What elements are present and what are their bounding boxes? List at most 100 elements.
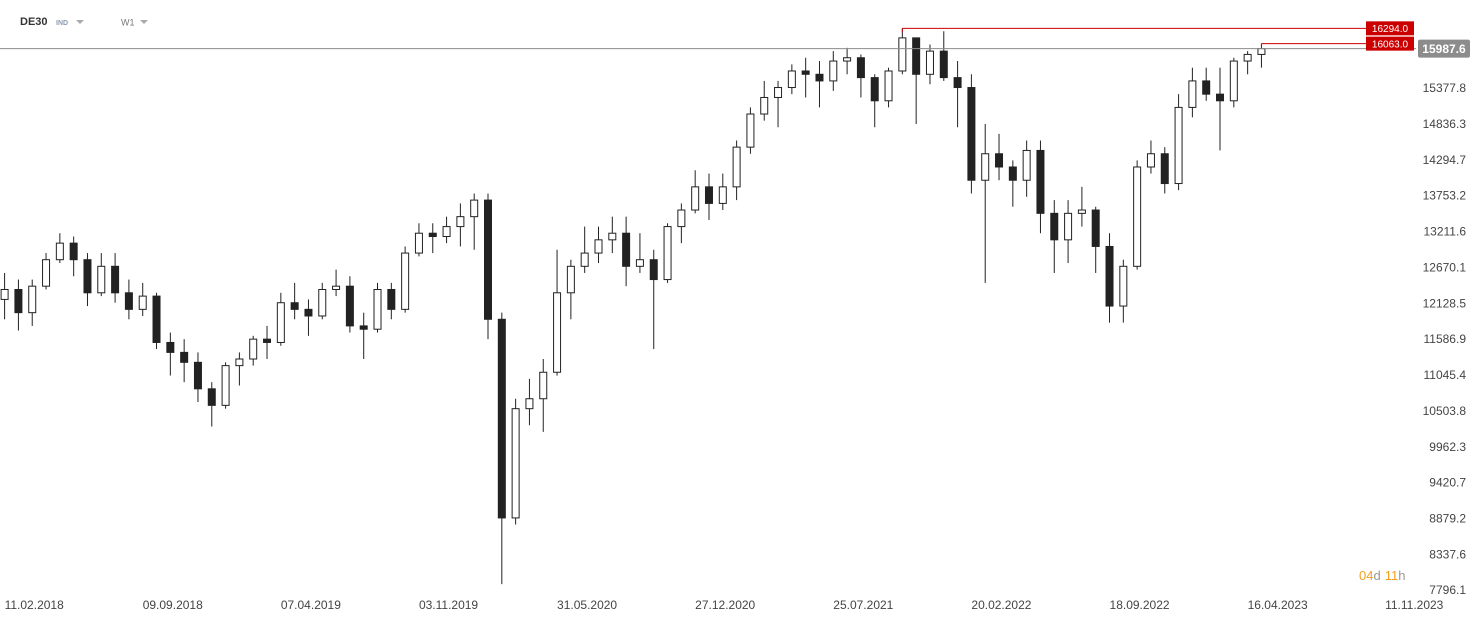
countdown-hours: 11 [1385,568,1399,583]
candle-body [97,265,106,294]
symbol[interactable]: DE30 [20,16,48,28]
y-tick-label: 10503.8 [1423,404,1467,418]
candle-body [525,398,534,410]
candle-body [359,325,368,330]
y-tick-label: 9962.3 [1429,440,1466,454]
y-tick-label: 12128.5 [1423,296,1467,310]
candle-body [774,87,783,98]
candle-body [912,37,921,75]
candle-body [249,338,258,360]
candle-body [318,288,327,317]
candle-body [1064,212,1073,241]
countdown-hours-unit: h [1398,568,1405,583]
candle-body [953,77,962,89]
y-tick-label: 8337.6 [1429,547,1466,561]
candle-body [345,285,354,327]
candle-body [1146,153,1155,168]
price-label-box [1418,39,1470,58]
candle-body [124,292,133,310]
candle-body [746,113,755,148]
candle-body [221,365,230,406]
candle-body [1119,265,1128,307]
x-tick-label: 27.12.2020 [695,598,755,612]
candle-body [497,318,506,519]
candle-body [1133,166,1142,267]
candle-body [276,302,285,343]
candle-body [263,338,272,343]
candle-body [1174,106,1183,185]
candle-body [539,371,548,400]
candle-body [332,285,341,290]
candle-body [1188,80,1197,108]
candle-body [414,232,423,254]
y-tick-label: 11586.9 [1424,332,1467,346]
y-tick-label: 14836.3 [1423,117,1467,131]
symbol-dropdown[interactable] [76,20,84,24]
candle-body [704,186,713,204]
candle-body [83,259,92,294]
candle-body [995,153,1004,168]
countdown: 04d 11h [1359,568,1405,583]
y-tick-label: 14294.7 [1423,153,1467,167]
candle-body [622,232,631,267]
candle-body [166,341,175,353]
instrument-kind: IND [56,20,68,27]
candle-body [787,70,796,89]
candle-body [1243,53,1252,62]
candle-body [732,146,741,188]
candle-body [1036,149,1045,214]
candle-body [1077,209,1086,214]
candle-body [580,252,589,267]
candle-body [856,57,865,79]
candle-body [1257,48,1266,55]
y-tick-label: 11045.4 [1424,368,1467,382]
candle-body [939,50,948,79]
candle-body [1091,209,1100,247]
y-tick-label: 13211.6 [1424,225,1467,239]
candle-body [649,259,658,281]
interval-dropdown[interactable] [140,20,148,24]
candle-body [594,239,603,254]
candle-body [691,186,700,211]
candle-body [1216,93,1225,102]
price-label: 15987.6 [1422,42,1466,56]
x-tick-label: 20.02.2022 [971,598,1031,612]
candle-body [925,50,934,75]
candle-body [635,259,644,267]
level-label-box [1366,36,1414,51]
candle-body [484,199,493,320]
candle-body [373,288,382,330]
candle-body [815,73,824,82]
candle-body [42,259,51,287]
candle-body [898,37,907,72]
candle-body [843,57,852,62]
candle-body [456,216,465,228]
countdown-days-unit: d [1373,568,1380,583]
candle-body [1160,153,1169,185]
level-label: 16063.0 [1372,39,1409,50]
candle-body [884,70,893,102]
candle-body [718,186,727,204]
countdown-days: 04 [1359,568,1373,583]
candle-body [608,232,617,241]
candle-body [829,60,838,82]
x-tick-label: 03.11.2019 [419,598,478,612]
y-tick-label: 7796.1 [1429,583,1466,597]
candle-body [1229,60,1238,102]
candle-body [870,77,879,102]
candle-body [760,96,769,115]
x-tick-label: 11.02.2018 [5,598,64,612]
candle-body [801,70,810,75]
y-tick-label: 15377.8 [1423,81,1467,95]
candle-body [290,302,299,310]
candle-body [1050,212,1059,241]
interval[interactable]: W1 [121,17,135,27]
candle-body [1008,166,1017,181]
candle-body [304,308,313,317]
candle-body [677,209,686,228]
x-tick-label: 25.07.2021 [833,598,893,612]
y-tick-label: 13753.2 [1423,189,1467,203]
candle-body [1105,245,1114,307]
